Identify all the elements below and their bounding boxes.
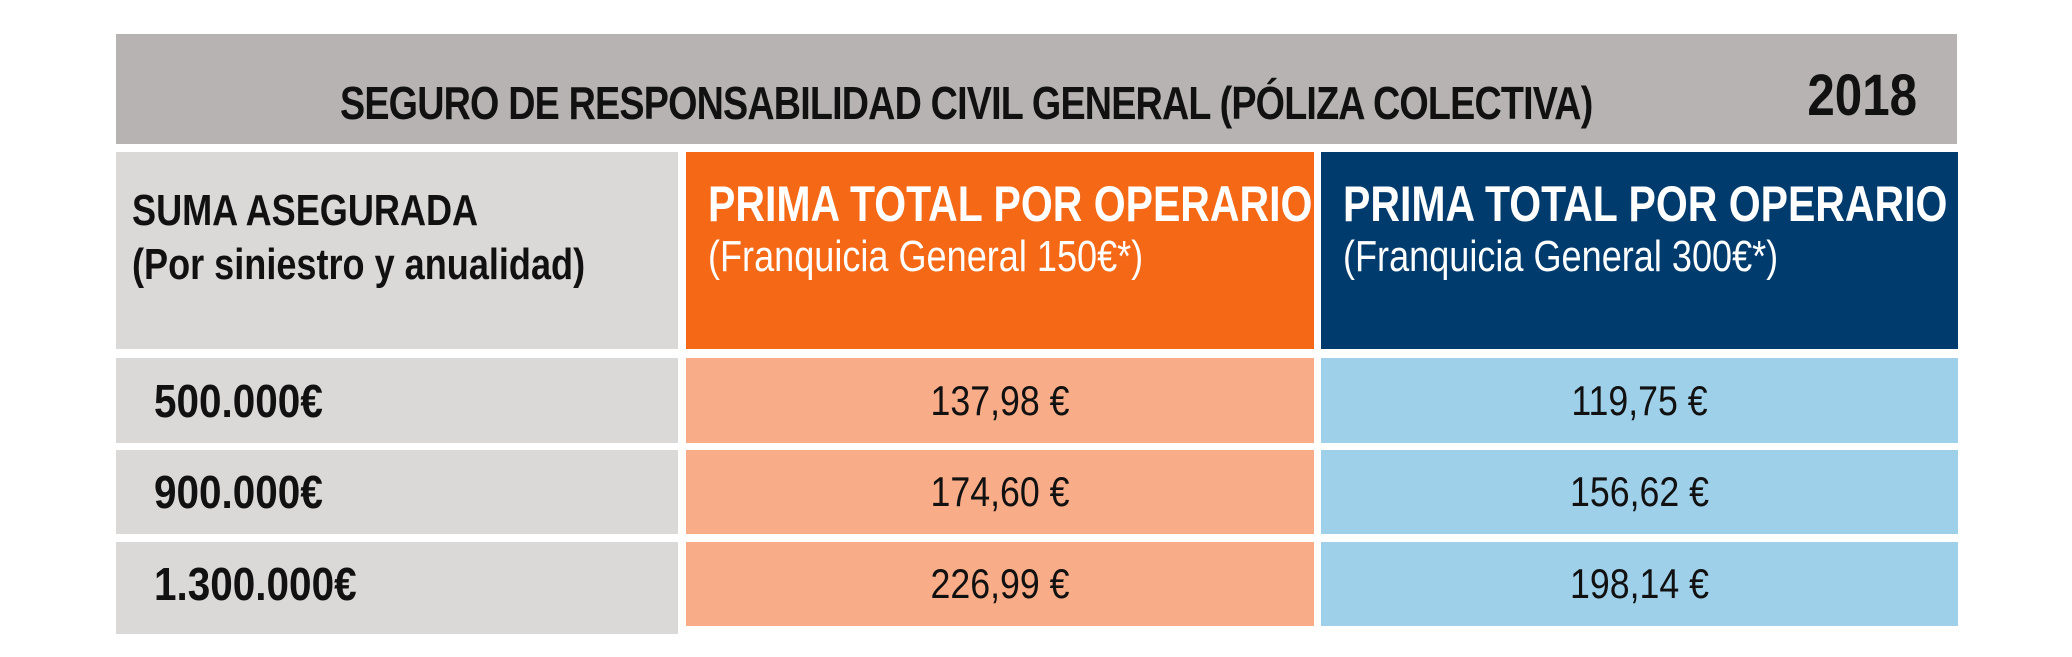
prima-150-value: 137,98 € — [930, 376, 1070, 424]
suma-header-line1: SUMA ASEGURADA — [132, 186, 479, 235]
prima-300-subtitle: (Franquicia General 300€*) — [1343, 232, 1779, 281]
suma-value: 500.000€ — [154, 374, 323, 427]
suma-cell: 900.000€ — [116, 450, 678, 534]
table-row: 900.000€ 174,60 € 156,62 € — [116, 450, 1958, 534]
prima-300-cell: 198,14 € — [1321, 542, 1958, 626]
table-row: 1.300.000€ 226,99 € 198,14 € — [116, 542, 1958, 626]
insurance-table: SEGURO DE RESPONSABILIDAD CIVIL GENERAL … — [116, 34, 1958, 634]
title-bar: SEGURO DE RESPONSABILIDAD CIVIL GENERAL … — [116, 34, 1957, 144]
header-prima-300: PRIMA TOTAL POR OPERARIO (Franquicia Gen… — [1321, 152, 1958, 349]
table-year: 2018 — [1807, 63, 1917, 128]
suma-cell: 500.000€ — [116, 358, 678, 443]
prima-150-cell: 226,99 € — [686, 542, 1314, 626]
prima-300-value: 198,14 € — [1570, 560, 1709, 607]
prima-150-value: 174,60 € — [930, 468, 1070, 515]
suma-header-line2: (Por siniestro y anualidad) — [132, 240, 586, 289]
prima-150-cell: 174,60 € — [686, 450, 1314, 534]
prima-300-title: PRIMA TOTAL POR OPERARIO — [1343, 176, 1948, 232]
header-prima-150: PRIMA TOTAL POR OPERARIO (Franquicia Gen… — [686, 152, 1314, 349]
prima-150-cell: 137,98 € — [686, 358, 1314, 443]
prima-300-value: 119,75 € — [1571, 376, 1708, 424]
table-title: SEGURO DE RESPONSABILIDAD CIVIL GENERAL … — [340, 77, 1593, 129]
table-row: 500.000€ 137,98 € 119,75 € — [116, 358, 1958, 443]
header-suma-asegurada: SUMA ASEGURADA (Por siniestro y anualida… — [116, 152, 678, 349]
table-bottom-edge — [116, 626, 678, 634]
prima-150-value: 226,99 € — [930, 560, 1070, 607]
prima-150-subtitle: (Franquicia General 150€*) — [708, 232, 1144, 281]
suma-value: 900.000€ — [154, 466, 323, 518]
prima-150-title: PRIMA TOTAL POR OPERARIO — [708, 176, 1313, 232]
header-row: SUMA ASEGURADA (Por siniestro y anualida… — [116, 152, 1958, 349]
prima-300-value: 156,62 € — [1570, 468, 1709, 515]
prima-300-cell: 119,75 € — [1321, 358, 1958, 443]
suma-cell: 1.300.000€ — [116, 542, 678, 626]
prima-300-cell: 156,62 € — [1321, 450, 1958, 534]
suma-value: 1.300.000€ — [154, 558, 357, 610]
